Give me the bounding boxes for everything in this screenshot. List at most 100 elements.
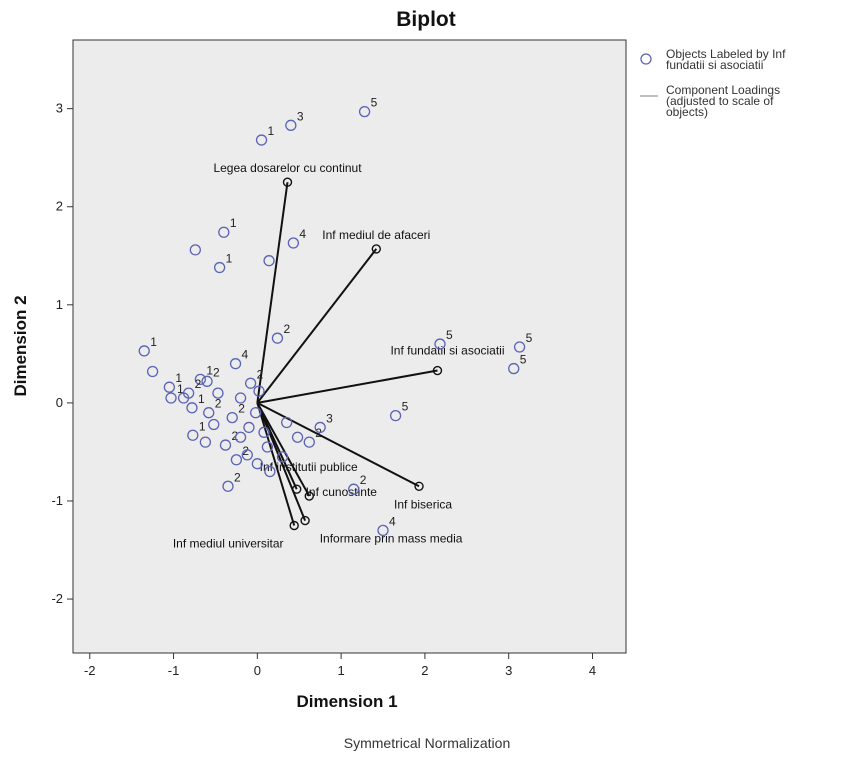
point-label: 3 (297, 109, 304, 123)
legend-label: fundatii si asociatii (666, 58, 763, 72)
point-label: 2 (242, 444, 249, 458)
x-tick-label: 4 (589, 663, 596, 678)
data-point (187, 429, 199, 441)
point-label: 5 (446, 328, 453, 342)
plot-area (72, 39, 627, 654)
point-label: 2 (283, 322, 290, 336)
point-label: 5 (526, 331, 533, 345)
data-point (261, 441, 274, 453)
data-point (513, 341, 526, 353)
loading-endpoint (304, 491, 314, 501)
data-point (291, 431, 304, 443)
data-point (303, 436, 315, 448)
point-label: 2 (213, 365, 220, 379)
loading-label: Legea dosarelor cu continut (213, 161, 362, 175)
x-tick-label: -1 (168, 663, 180, 678)
data-point (163, 381, 176, 393)
data-point (138, 345, 150, 357)
point-label: 2 (195, 377, 202, 391)
data-point (348, 483, 360, 495)
data-point (285, 119, 297, 131)
y-axis-title: Dimension 2 (11, 295, 30, 396)
data-point (314, 421, 326, 434)
data-point (358, 105, 371, 118)
data-point (229, 358, 242, 370)
data-point (258, 426, 270, 438)
point-label: 2 (234, 470, 241, 484)
data-point (208, 418, 220, 431)
loading-endpoint (282, 177, 293, 187)
point-label: 1 (199, 419, 206, 433)
data-point (199, 436, 212, 448)
y-tick-label: -2 (51, 591, 63, 606)
loading-label: Informare prin mass media (320, 532, 463, 546)
loading-vector (257, 369, 438, 404)
component-loadings: Legea dosarelor cu continut Inf mediul de… (173, 161, 505, 550)
chart-title: Biplot (396, 8, 455, 31)
point-label: 2 (257, 367, 264, 381)
data-point (271, 332, 284, 344)
data-point (255, 134, 268, 146)
data-point (212, 387, 224, 399)
point-label: 1 (226, 252, 233, 266)
data-point (264, 465, 276, 478)
data-point (222, 480, 234, 492)
y-tick-label: 1 (56, 297, 63, 312)
data-point (146, 365, 159, 378)
x-tick-label: 1 (338, 663, 345, 678)
data-point (189, 244, 201, 256)
loading-label: Inf mediul de afaceri (322, 228, 430, 242)
point-label: 1 (177, 382, 184, 396)
data-point (177, 392, 190, 404)
point-label: 5 (402, 400, 409, 414)
loading-endpoint (371, 244, 382, 254)
loading-vector (256, 402, 296, 526)
point-label: 1 (198, 392, 205, 406)
data-point (244, 377, 257, 389)
point-label: 4 (389, 514, 396, 528)
point-label: 5 (371, 96, 378, 110)
point-label: 1 (268, 124, 275, 138)
data-point (250, 407, 262, 419)
data-point (377, 524, 389, 537)
loading-label: Inf biserica (394, 497, 452, 511)
legend-label: (adjusted to scale of (666, 94, 774, 108)
data-point (281, 416, 293, 429)
loading-label: Inf cunostinte (306, 485, 378, 499)
data-point (203, 407, 215, 419)
data-point (194, 373, 207, 386)
loading-endpoint (414, 481, 424, 491)
data-point (218, 226, 230, 238)
data-point (389, 409, 402, 422)
point-label: 2 (215, 397, 222, 411)
x-tick-label: 3 (505, 663, 512, 678)
point-label: 1 (175, 371, 182, 385)
x-axis-title: Dimension 1 (296, 692, 397, 711)
legend-marker-swatch (640, 53, 652, 65)
point-label: 2 (231, 429, 238, 443)
point-label: 2 (238, 402, 245, 416)
data-point (226, 411, 238, 424)
loading-vector (256, 402, 311, 497)
loading-endpoint (432, 365, 443, 376)
data-point (276, 451, 289, 463)
data-point (243, 421, 255, 434)
loading-label: Inf mediul universitar (173, 536, 284, 550)
point-label: 4 (299, 227, 306, 241)
legend-label: objects) (666, 105, 708, 119)
point-label: 5 (520, 353, 527, 367)
loading-endpoint (289, 520, 299, 531)
legend-label: Component Loadings (666, 83, 780, 97)
y-tick-label: 0 (56, 395, 63, 410)
legend-label: Objects Labeled by Inf (666, 47, 786, 61)
y-tick-label: 3 (56, 101, 63, 116)
point-label: 2 (360, 473, 367, 487)
data-point (234, 431, 247, 443)
point-label: 4 (242, 348, 249, 362)
point-label: 1 (230, 216, 237, 230)
point-label: 2 (315, 426, 322, 440)
data-point (234, 392, 247, 404)
data-point (508, 362, 520, 375)
